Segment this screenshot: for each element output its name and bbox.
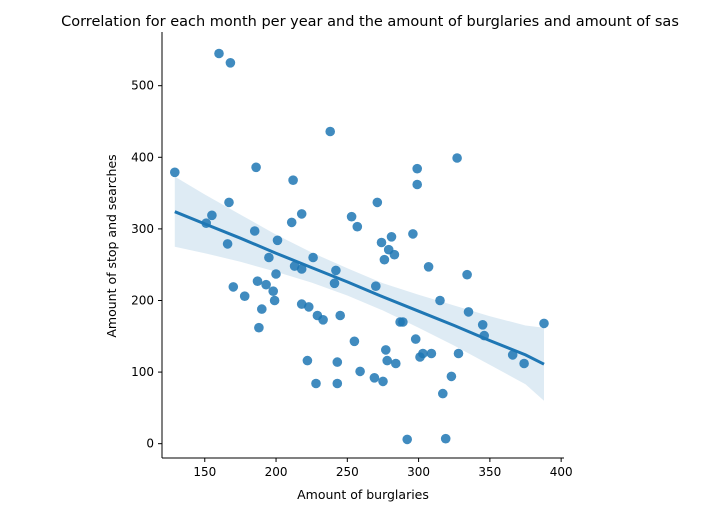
- x-tick-label: 200: [265, 465, 288, 479]
- x-tick-label: 150: [193, 465, 216, 479]
- data-point: [372, 197, 383, 208]
- data-point: [418, 348, 428, 359]
- data-point: [423, 262, 434, 272]
- y-tick-label: 400: [131, 150, 154, 164]
- data-point: [271, 269, 281, 279]
- data-point: [412, 163, 423, 174]
- data-point: [228, 282, 239, 292]
- y-tick-label: 100: [131, 365, 154, 379]
- x-axis-label: Amount of burglaries: [297, 487, 429, 502]
- data-point: [252, 276, 263, 287]
- y-axis-label: Amount of stop and searches: [104, 154, 119, 337]
- data-point: [207, 210, 217, 221]
- data-point: [410, 334, 421, 344]
- y-tick-label: 300: [131, 222, 154, 236]
- data-point: [381, 345, 391, 355]
- data-point: [462, 269, 472, 280]
- x-tick-label: 350: [478, 465, 501, 479]
- data-point: [352, 221, 363, 232]
- data-point: [304, 302, 314, 312]
- data-point: [308, 252, 318, 263]
- data-point: [378, 376, 388, 387]
- data-point: [302, 355, 313, 366]
- data-point: [225, 58, 236, 68]
- data-point: [507, 350, 518, 360]
- data-point: [398, 317, 408, 327]
- data-point: [268, 286, 279, 297]
- confidence-band-layer: [174, 176, 545, 401]
- data-point: [170, 167, 180, 178]
- data-point: [519, 358, 529, 369]
- y-tick-label: 0: [146, 437, 154, 451]
- data-point: [261, 279, 271, 290]
- data-point: [463, 307, 474, 317]
- data-point: [311, 378, 321, 389]
- regression-line-layer: [174, 210, 545, 366]
- data-point: [539, 318, 549, 329]
- data-point: [402, 434, 413, 445]
- data-point: [257, 304, 267, 314]
- data-point: [391, 358, 401, 369]
- data-point: [296, 264, 307, 274]
- data-point: [269, 295, 280, 306]
- data-point: [346, 211, 357, 222]
- data-point: [224, 197, 234, 208]
- data-point: [349, 336, 360, 347]
- data-point: [438, 388, 448, 399]
- data-point: [329, 278, 340, 289]
- data-point: [214, 48, 224, 59]
- data-point: [332, 378, 343, 389]
- data-point: [239, 291, 250, 302]
- data-point: [318, 315, 328, 325]
- data-point: [249, 226, 260, 236]
- y-tick-label: 200: [131, 293, 154, 307]
- data-point: [376, 237, 387, 248]
- data-point: [286, 217, 297, 228]
- confidence-band: [174, 176, 545, 401]
- x-tick-label: 250: [336, 465, 359, 479]
- data-point: [251, 162, 261, 173]
- data-point: [412, 179, 423, 190]
- data-point: [452, 153, 462, 163]
- data-point: [453, 348, 464, 359]
- data-point: [254, 322, 264, 333]
- data-point: [332, 357, 343, 367]
- regression-line: [174, 210, 545, 366]
- data-point: [440, 433, 451, 444]
- data-point: [379, 254, 390, 265]
- data-point: [369, 373, 380, 383]
- data-point: [335, 310, 346, 321]
- y-tick-label: 500: [131, 79, 154, 93]
- data-point: [382, 355, 393, 366]
- data-point: [272, 235, 283, 246]
- x-tick-label: 300: [407, 465, 430, 479]
- x-tick-label: 400: [550, 465, 573, 479]
- data-point: [288, 175, 298, 185]
- data-point: [426, 348, 437, 359]
- ticks-layer: 150 200 250 300 350 400 0 100 200 300 400 500: [131, 79, 573, 479]
- data-point: [435, 295, 445, 306]
- scatter-points-layer: [170, 48, 549, 445]
- data-point: [222, 239, 233, 249]
- data-point: [386, 232, 397, 242]
- axes-layer: [161, 32, 564, 459]
- data-point: [296, 209, 307, 219]
- data-point: [355, 366, 365, 377]
- data-point: [325, 126, 336, 137]
- data-point: [389, 249, 400, 260]
- data-point: [371, 281, 381, 292]
- data-point: [264, 252, 274, 263]
- data-point: [408, 229, 418, 239]
- chart-title: Correlation for each month per year and …: [61, 14, 679, 30]
- data-point: [477, 320, 488, 330]
- data-point: [446, 371, 457, 382]
- data-point: [331, 265, 341, 276]
